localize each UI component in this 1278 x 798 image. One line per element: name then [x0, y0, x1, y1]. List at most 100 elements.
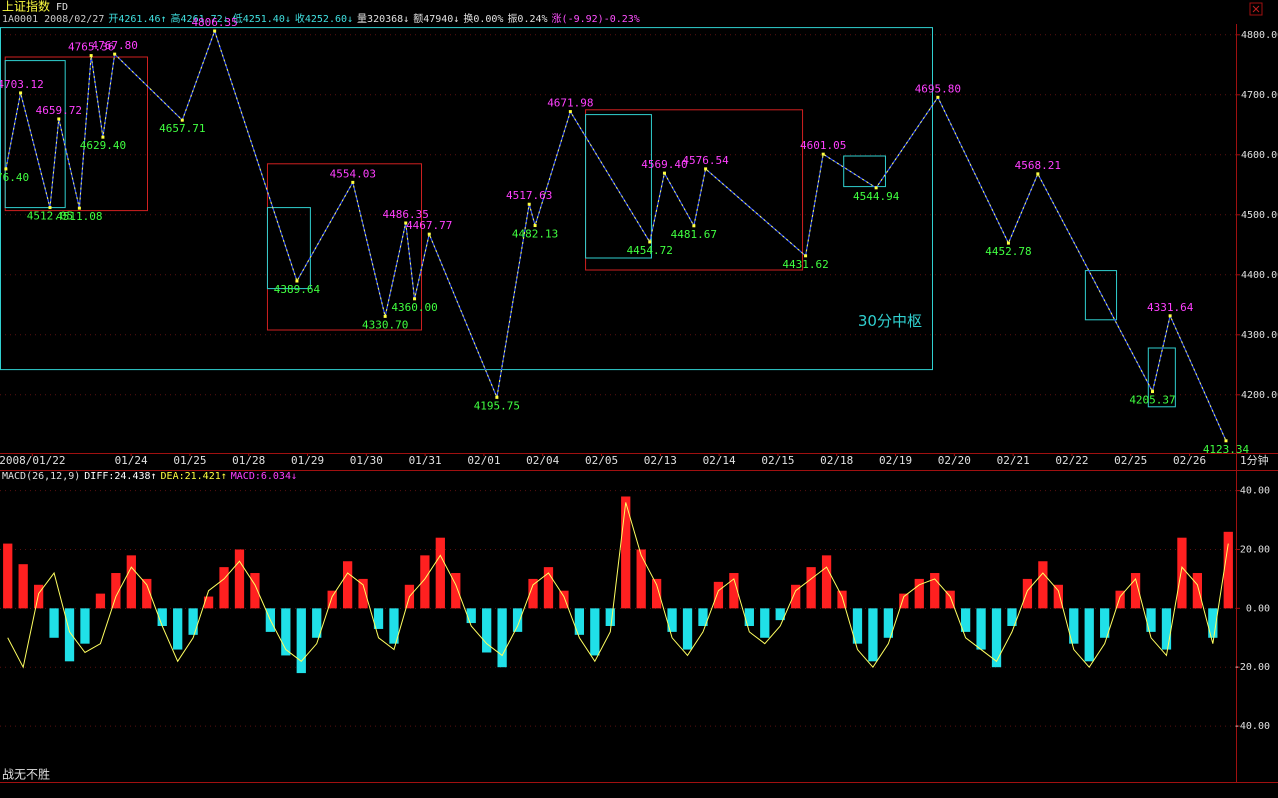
macd-bar — [899, 593, 909, 609]
y-tick-label: 20.00 — [1240, 544, 1270, 555]
macd-bar — [64, 608, 75, 662]
macd-bar — [991, 608, 1002, 668]
macd-bar — [590, 608, 600, 656]
macd-bar — [945, 590, 955, 609]
macd-bar — [1223, 531, 1233, 609]
x-tick-label: 02/19 — [879, 454, 912, 467]
pivot-point — [4, 167, 8, 171]
macd-bar — [3, 543, 13, 609]
macd-bar — [18, 564, 28, 609]
macd-bar — [698, 608, 708, 626]
low-label: 4195.75 — [474, 399, 520, 412]
x-tick-label: 01/29 — [291, 454, 324, 467]
zone-box — [0, 27, 933, 371]
close-icon[interactable] — [1252, 5, 1260, 13]
quote-item: 低4251.40↓ — [233, 12, 291, 25]
price-line — [5, 29, 1227, 442]
pivot-point — [48, 206, 52, 210]
x-tick-label: 02/21 — [997, 454, 1030, 467]
macd-bar — [157, 608, 167, 626]
zone-box — [585, 114, 652, 259]
macd-bar — [883, 608, 894, 638]
close-box[interactable] — [1249, 2, 1263, 16]
macd-bar — [852, 608, 863, 644]
x-tick-label: 02/05 — [585, 454, 618, 467]
low-label: 4389.64 — [274, 283, 321, 296]
low-label: 4576.40 — [0, 171, 29, 184]
macd-bar — [80, 608, 90, 644]
macd-title-item: MACD:6.034↓ — [231, 471, 297, 482]
high-label: 4554.03 — [330, 167, 376, 180]
macd-bar — [33, 584, 44, 609]
pivot-point — [404, 221, 408, 225]
macd-title-item: DEA:21.421↑ — [161, 471, 227, 482]
x-tick-label: 01/25 — [173, 454, 206, 467]
high-label: 4671.98 — [547, 97, 593, 110]
y-tick-label: 4300.00 — [1241, 330, 1278, 341]
pivot-point — [295, 279, 299, 283]
macd-bar — [605, 608, 615, 626]
macd-bar — [1053, 584, 1063, 609]
x-tick-label: 02/04 — [526, 454, 559, 467]
x-tick-label: 02/25 — [1114, 454, 1147, 467]
zone-box — [843, 155, 886, 188]
macd-bar — [203, 596, 214, 609]
high-label: 4517.63 — [506, 189, 552, 202]
macd-bar — [914, 578, 924, 609]
y-tick-label: -20.00 — [1234, 662, 1270, 673]
quote-item: 开4261.46↑ — [108, 14, 166, 25]
macd-bar — [1208, 608, 1218, 638]
macd-bar — [373, 608, 384, 629]
pivot-point — [648, 240, 652, 244]
macd-bar — [574, 608, 585, 635]
pivot-point — [351, 180, 355, 184]
high-label: 4703.12 — [0, 78, 44, 91]
quote-item: 振0.24% — [507, 12, 547, 25]
zone-box — [266, 207, 311, 290]
macd-bar — [358, 578, 368, 609]
macd-bar — [1161, 608, 1172, 650]
macd-bar — [1115, 590, 1125, 609]
macd-bar — [760, 608, 770, 638]
pivot-point — [113, 52, 117, 56]
macd-bar — [651, 578, 662, 609]
macd-bar — [250, 573, 260, 609]
macd-bar — [420, 555, 430, 609]
macd-bar — [142, 578, 152, 609]
quote-item: 高4261.72↓ — [171, 12, 229, 25]
pivot-point — [804, 254, 808, 258]
close-button[interactable] — [1249, 2, 1263, 16]
low-label: 4657.71 — [159, 122, 205, 135]
y-tick-label: 4200.00 — [1241, 390, 1278, 401]
pivot-point — [19, 91, 23, 95]
zone-box — [1147, 347, 1176, 408]
low-label: 4452.78 — [985, 245, 1031, 258]
x-tick-label: 02/01 — [467, 454, 500, 467]
high-label: 4568.21 — [1015, 159, 1061, 172]
macd-bar — [389, 608, 399, 644]
low-label: 4360.00 — [391, 301, 437, 314]
low-label: 4511.08 — [56, 210, 102, 223]
pivot-point — [704, 167, 708, 171]
macd-bar — [435, 537, 445, 609]
high-label: 4601.05 — [800, 139, 846, 152]
x-tick-label: 02/20 — [938, 454, 971, 467]
pivot-point — [533, 224, 537, 228]
quote-item: 收4252.60↓ — [295, 12, 353, 25]
macd-bar — [1177, 537, 1187, 609]
pivot-point — [383, 314, 387, 318]
low-label: 4431.62 — [782, 258, 828, 271]
low-label: 4205.37 — [1129, 394, 1175, 407]
high-label: 4576.54 — [682, 154, 729, 167]
macd-bar — [281, 608, 291, 656]
pivot-point — [1036, 172, 1040, 176]
macd-bar — [682, 608, 693, 650]
pivot-point — [1168, 314, 1172, 318]
high-label: 4467.77 — [406, 219, 452, 232]
macd-bar — [744, 608, 754, 626]
macd-bar — [543, 567, 554, 609]
y-tick-label: 0.00 — [1246, 603, 1270, 614]
high-label: 4767.80 — [91, 39, 137, 52]
